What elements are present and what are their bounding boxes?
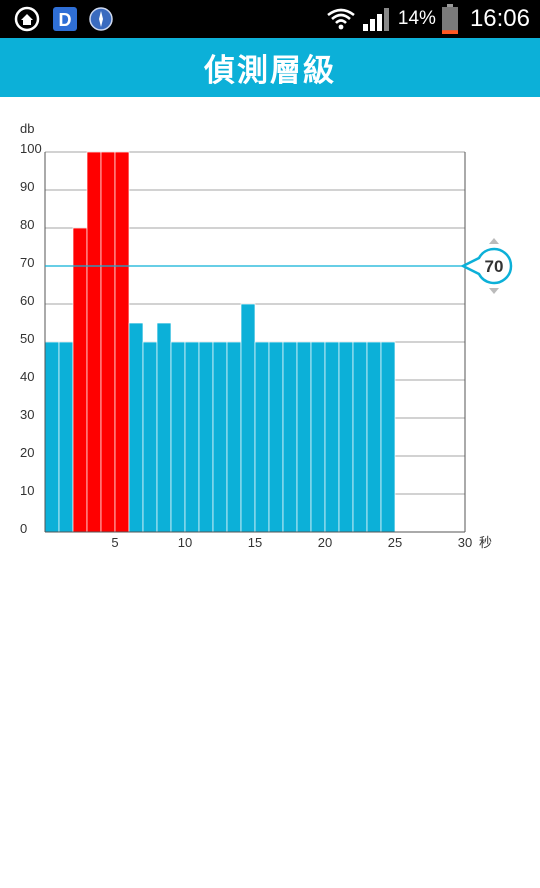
bar: [156, 322, 172, 533]
bar: [268, 341, 284, 533]
bars: [44, 151, 396, 533]
bar: [86, 151, 102, 533]
y-tick-label: 100: [20, 141, 42, 156]
y-tick-label: 20: [20, 445, 34, 460]
y-axis-label: db: [20, 121, 34, 136]
bar: [58, 341, 74, 533]
home-icon: [14, 6, 40, 32]
x-tick-label: 10: [178, 535, 192, 550]
clock: 16:06: [469, 5, 530, 32]
status-bar: D 14% 16:06: [0, 0, 540, 38]
title-bar: 偵測層級: [0, 38, 540, 97]
y-tick-label: 0: [20, 521, 27, 536]
bar: [198, 341, 214, 533]
x-axis-label: 秒: [479, 535, 492, 550]
threshold-bubble-shape: [460, 247, 513, 285]
x-tick-label: 5: [111, 535, 118, 550]
bar: [212, 341, 228, 533]
bar: [282, 341, 298, 533]
bar: [324, 341, 340, 533]
bar: [184, 341, 200, 533]
y-tick-label: 90: [20, 179, 34, 194]
bar: [240, 303, 256, 533]
y-tick-label: 80: [20, 217, 34, 232]
x-tick-label: 25: [388, 535, 402, 550]
plot-frame: [44, 152, 466, 533]
signal-icon: [362, 8, 389, 31]
x-tick-label: 15: [248, 535, 262, 550]
bar: [44, 341, 60, 533]
bar: [114, 151, 130, 533]
y-tick-label: 60: [20, 293, 34, 308]
threshold-value: 70: [485, 257, 504, 276]
bar: [366, 341, 382, 533]
battery-percent: 14%: [397, 8, 436, 29]
x-tick-labels: 5 10 15 20 25 30: [111, 535, 472, 550]
bar: [170, 341, 186, 533]
x-tick-label: 20: [318, 535, 332, 550]
bar: [142, 341, 158, 533]
y-tick-label: 70: [20, 255, 34, 270]
compass-icon: [89, 7, 113, 31]
wifi-icon: [327, 8, 355, 30]
threshold-marker[interactable]: 70: [460, 238, 513, 294]
bar: [128, 322, 144, 533]
svg-text:D: D: [59, 10, 72, 30]
bar: [72, 227, 88, 533]
page-title: 偵測層級: [204, 53, 336, 89]
y-tick-label: 50: [20, 331, 34, 346]
bar: [100, 151, 116, 533]
y-tick-labels: 0 10 20 30 40 50 60 70 80 90 100: [20, 141, 42, 536]
bar: [296, 341, 312, 533]
x-tick-label: 30: [458, 535, 472, 550]
bar: [338, 341, 354, 533]
bar: [380, 341, 396, 533]
threshold-up-arrow[interactable]: [489, 238, 499, 244]
d-app-icon: D: [53, 7, 77, 31]
bar: [254, 341, 270, 533]
y-tick-label: 30: [20, 407, 34, 422]
y-tick-label: 40: [20, 369, 34, 384]
threshold-down-arrow[interactable]: [489, 288, 499, 294]
bar: [226, 341, 242, 533]
bar: [310, 341, 326, 533]
battery-icon: [441, 4, 458, 34]
y-tick-label: 10: [20, 483, 34, 498]
bar: [352, 341, 368, 533]
